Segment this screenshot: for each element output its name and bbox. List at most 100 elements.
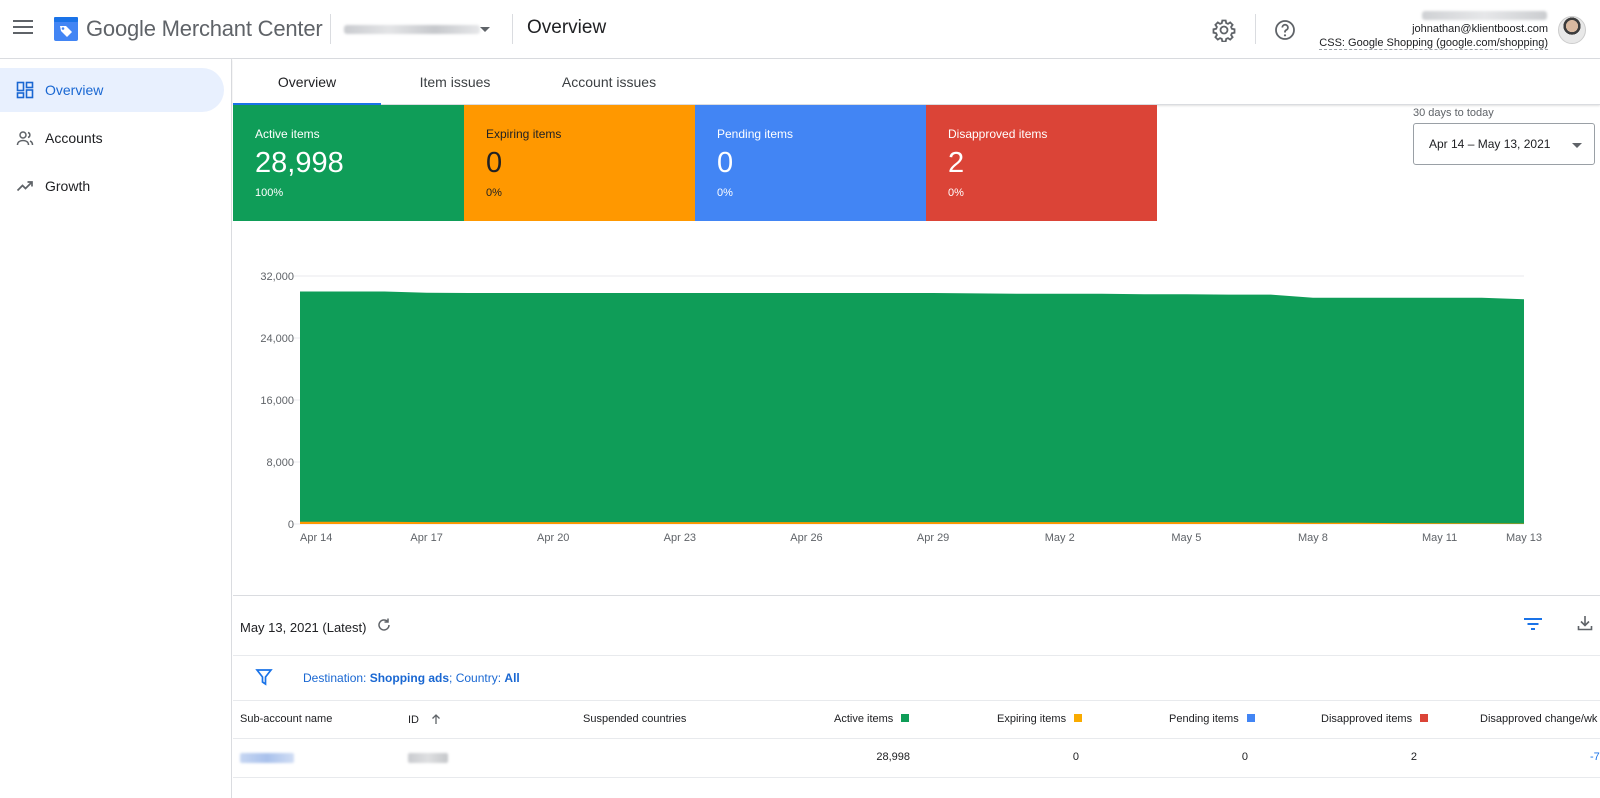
x-tick-label: Apr 23 [664, 532, 696, 544]
x-tick-label: May 8 [1298, 532, 1328, 544]
y-tick-label: 0 [288, 519, 294, 531]
date-range-select[interactable]: Apr 14 – May 13, 2021 [1413, 123, 1595, 165]
filter-destination-value: Shopping ads [369, 671, 450, 685]
card-value: 0 [486, 147, 503, 179]
card-expiring-items[interactable]: Expiring items 0 0% [464, 105, 695, 221]
divider [512, 14, 513, 44]
card-percent: 100% [255, 187, 284, 199]
y-tick-label: 32,000 [260, 271, 294, 283]
x-tick-label: Apr 20 [537, 532, 569, 544]
date-range-value: Apr 14 – May 13, 2021 [1429, 137, 1551, 151]
column-header-id[interactable]: ID [408, 713, 442, 726]
card-label: Disapproved items [948, 127, 1048, 141]
help-icon[interactable] [1273, 18, 1297, 42]
divider [233, 777, 1600, 778]
sidebar-item-overview[interactable]: Overview [0, 68, 224, 112]
column-header-active[interactable]: Active items [834, 713, 910, 725]
cell-active-items: 28,998 [876, 751, 910, 763]
column-label: Suspended countries [583, 713, 687, 725]
gear-icon[interactable] [1212, 18, 1236, 42]
page-title: Overview [527, 17, 607, 38]
people-icon [16, 131, 34, 146]
column-header-expiring[interactable]: Expiring items [997, 713, 1083, 725]
card-disapproved-items[interactable]: Disapproved items 2 0% [926, 105, 1157, 221]
column-header-pending[interactable]: Pending items [1169, 713, 1255, 725]
trending-up-icon [16, 181, 33, 192]
legend-swatch [1420, 714, 1429, 722]
menu-icon[interactable] [13, 20, 33, 36]
tab-label: Account issues [561, 74, 657, 90]
column-header-disapproved[interactable]: Disapproved items [1321, 713, 1429, 725]
filter-country-value: All [504, 671, 520, 685]
card-value: 28,998 [255, 147, 344, 179]
sidebar-item-label: Overview [45, 82, 104, 98]
y-tick-label: 16,000 [260, 395, 294, 407]
column-header-change[interactable]: Disapproved change/wk [1480, 713, 1600, 725]
download-icon[interactable] [1576, 614, 1594, 632]
tab-item-issues[interactable]: Item issues [381, 59, 529, 105]
column-label: Disapproved change/wk [1480, 713, 1598, 725]
filter-list-icon[interactable] [1523, 616, 1543, 632]
chevron-down-icon [480, 27, 490, 32]
avatar[interactable] [1558, 16, 1586, 44]
x-tick-label: Apr 17 [410, 532, 442, 544]
x-tick-label: Apr 29 [917, 532, 949, 544]
column-header-name[interactable]: Sub-account name [240, 713, 332, 725]
column-header-suspended[interactable]: Suspended countries [583, 713, 686, 725]
divider [233, 595, 1600, 596]
card-label: Pending items [717, 127, 794, 141]
sub-account-name-redacted[interactable] [240, 753, 294, 763]
x-tick-label: May 13 [1506, 532, 1542, 544]
x-tick-label: May 2 [1045, 532, 1075, 544]
column-label: Active items [834, 713, 894, 725]
arrow-up-icon [432, 714, 441, 724]
card-active-items[interactable]: Active items 28,998 100% [233, 105, 464, 221]
funnel-icon[interactable] [255, 668, 273, 686]
x-tick-label: May 5 [1171, 532, 1201, 544]
tab-overview[interactable]: Overview [233, 59, 381, 106]
column-label: Disapproved items [1321, 713, 1413, 725]
divider [1255, 14, 1256, 44]
brand-name: Google Merchant Center [86, 16, 323, 41]
top-app-bar: Google Merchant Center Overview johnatha… [0, 0, 1600, 59]
tab-account-issues[interactable]: Account issues [529, 59, 689, 105]
active-filter[interactable]: Destination: Shopping ads; Country: All [303, 671, 520, 685]
card-value: 0 [717, 147, 734, 179]
sidebar-item-accounts[interactable]: Accounts [0, 116, 224, 160]
sidebar-item-growth[interactable]: Growth [0, 164, 224, 208]
cell-disapproved-change: -76 [1590, 751, 1600, 763]
cell-expiring-items: 0 [1072, 751, 1079, 763]
card-percent: 0% [717, 187, 733, 199]
cell-disapproved-items: 2 [1410, 751, 1417, 763]
sub-account-id-redacted [408, 753, 448, 763]
user-email: johnathan@klientboost.com [1412, 23, 1548, 35]
filter-destination-prefix: Destination: [303, 671, 370, 685]
card-percent: 0% [948, 187, 964, 199]
column-label: Expiring items [997, 713, 1067, 725]
chevron-down-icon [1572, 143, 1582, 148]
y-tick-label: 24,000 [260, 333, 294, 345]
legend-swatch [901, 714, 910, 722]
series-area-1 [300, 521, 1524, 524]
x-tick-label: Apr 14 [300, 532, 332, 544]
items-area-chart: 0 8,000 16,000 24,000 32,000 Apr 14 Apr 17 Apr … [260, 271, 1542, 544]
cell-pending-items: 0 [1241, 751, 1248, 763]
card-label: Expiring items [486, 127, 562, 141]
account-selector[interactable] [344, 20, 494, 40]
user-name-redacted [1422, 11, 1547, 20]
refresh-icon[interactable] [376, 617, 392, 633]
column-label: Sub-account name [240, 713, 333, 725]
tab-label: Item issues [419, 74, 491, 90]
card-value: 2 [948, 147, 965, 179]
card-label: Active items [255, 127, 320, 141]
x-tick-label: May 11 [1422, 532, 1457, 544]
merchant-center-logo-icon [54, 17, 78, 41]
table-date-label: May 13, 2021 (Latest) [240, 620, 367, 635]
card-pending-items[interactable]: Pending items 0 0% [695, 105, 926, 221]
sidebar-item-label: Growth [45, 178, 91, 194]
tab-bar: Overview Item issues Account issues [233, 59, 1600, 106]
series-area-0 [300, 291, 1524, 524]
x-tick-label: Apr 26 [790, 532, 822, 544]
user-css-link[interactable]: CSS: Google Shopping (google.com/shoppin… [1319, 37, 1548, 50]
sidebar-item-label: Accounts [45, 130, 103, 146]
